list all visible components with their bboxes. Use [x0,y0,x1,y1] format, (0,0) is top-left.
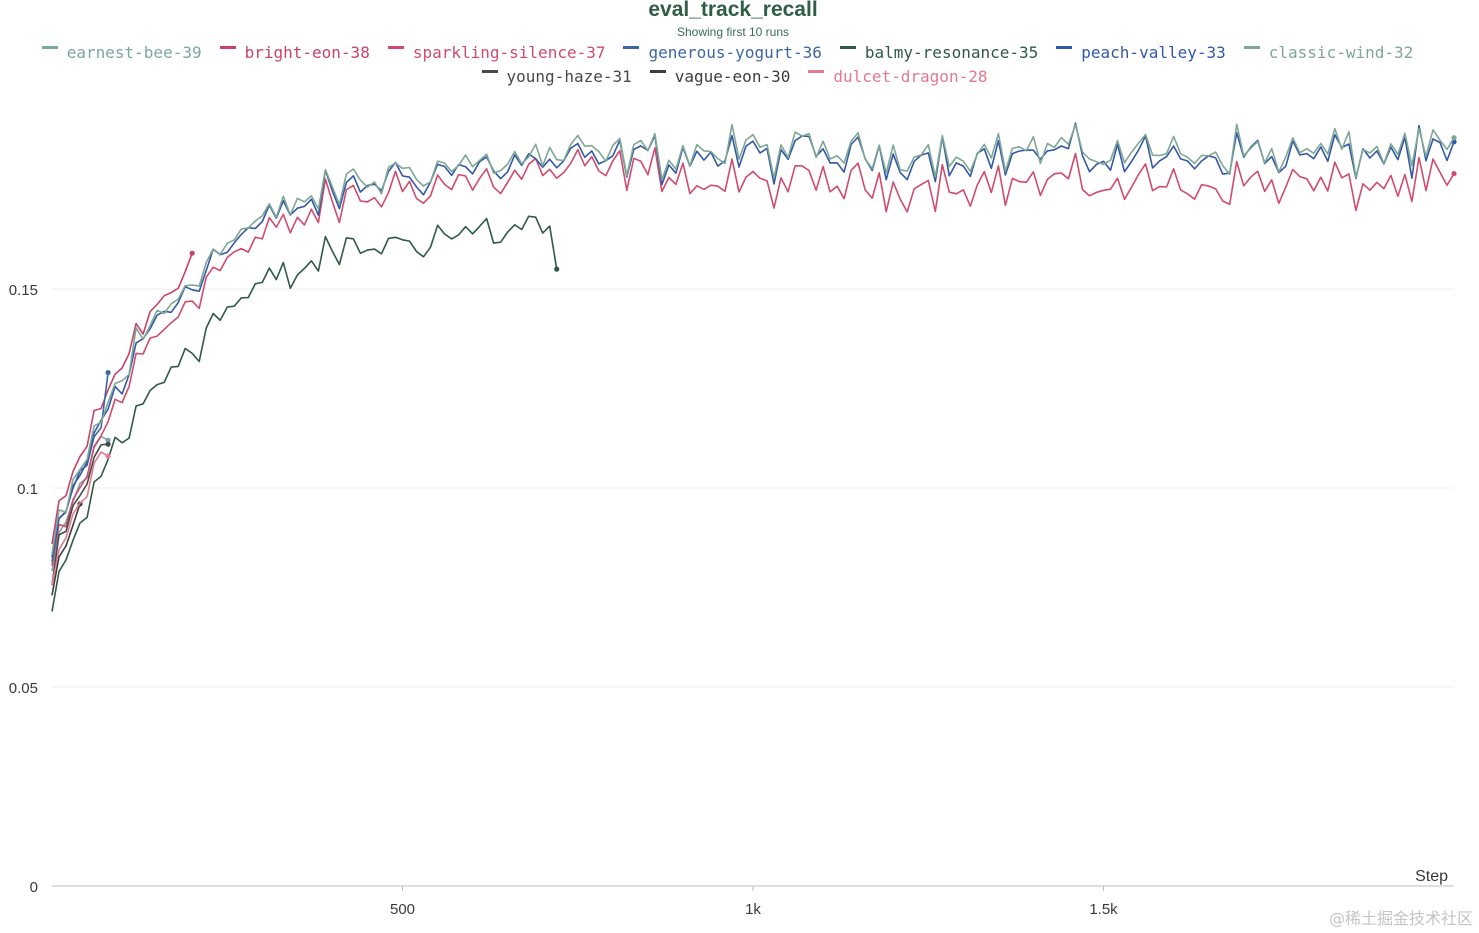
legend-swatch [808,70,825,73]
legend-swatch [1056,46,1073,49]
series-line-dulcet-dragon-28 [51,451,109,586]
series-end-point-sparkling-silence-37 [1451,170,1457,177]
legend-label: young-haze-31 [506,67,632,86]
series-line-vague-eon-30 [51,503,81,596]
legend-label: bright-eon-38 [244,43,370,62]
y-tick-label: 0.05 [9,680,38,697]
legend-label: vague-eon-30 [674,67,791,86]
legend-swatch [41,46,58,49]
legend-item-earnest-bee-39[interactable]: earnest-bee-39 [41,43,202,62]
legend-label: sparkling-silence-37 [412,43,606,62]
legend-swatch [1243,46,1260,49]
legend-swatch [387,46,404,49]
legend-swatch [219,46,236,49]
legend-item-dulcet-dragon-28[interactable]: dulcet-dragon-28 [808,67,987,86]
legend-row-2: young-haze-31 vague-eon-30 dulcet-dragon-2… [0,67,1474,86]
legend-label: earnest-bee-39 [66,43,202,62]
legend-item-generous-yogurt-36[interactable]: generous-yogurt-36 [623,43,822,62]
legend-item-vague-eon-30[interactable]: vague-eon-30 [649,67,791,86]
legend-item-balmy-resonance-35[interactable]: balmy-resonance-35 [839,43,1039,62]
series-end-point-generous-yogurt-36 [105,369,111,376]
y-tick-label: 0.15 [9,282,38,299]
series-line-sparkling-silence-37 [51,147,1455,566]
series-end-point-dulcet-dragon-28 [105,453,111,459]
legend-label: balmy-resonance-35 [864,43,1039,62]
series-line-bright-eon-38 [51,252,193,545]
series-line-balmy-resonance-35 [51,215,558,612]
y-tick-label: 0 [30,879,38,896]
series-line-classic-wind-32 [51,123,1455,555]
legend-label: peach-valley-33 [1081,43,1226,62]
series-end-point-balmy-resonance-35 [554,266,560,272]
legend-label: generous-yogurt-36 [648,43,822,62]
chart-subtitle: Showing first 10 runs [676,25,790,39]
legend-label: dulcet-dragon-28 [833,67,988,86]
series-line-young-haze-31 [51,443,109,586]
legend-label: classic-wind-32 [1268,43,1414,62]
series-line-peach-valley-33 [51,122,1455,558]
series-end-point-earnest-bee-39 [105,437,111,443]
chart-title: eval_track_recall [648,0,818,21]
legend-swatch [481,70,498,73]
x-axis-label: Step [1415,868,1448,885]
series-end-point-classic-wind-32 [1451,135,1457,141]
legend-item-peach-valley-33[interactable]: peach-valley-33 [1056,43,1226,62]
x-tick-label: 1.5k [1089,901,1118,918]
legend-item-sparkling-silence-37[interactable]: sparkling-silence-37 [387,43,606,62]
legend-swatch [623,46,640,49]
legend-swatch [649,70,666,73]
x-tick-label: 1k [745,901,761,918]
legend-row-1: earnest-bee-39 bright-eon-38 sparkling-sil… [0,43,1467,62]
x-tick-label: 500 [390,901,415,918]
y-tick-label: 0.1 [17,481,38,498]
legend-item-classic-wind-32[interactable]: classic-wind-32 [1243,43,1414,62]
legend-item-bright-eon-38[interactable]: bright-eon-38 [219,43,370,62]
series-end-point-young-haze-31 [105,441,111,447]
legend-item-young-haze-31[interactable]: young-haze-31 [481,67,632,86]
series-end-point-bright-eon-38 [189,250,195,256]
legend-swatch [839,46,856,49]
watermark: @稀土掘金技术社区 [1328,909,1473,928]
